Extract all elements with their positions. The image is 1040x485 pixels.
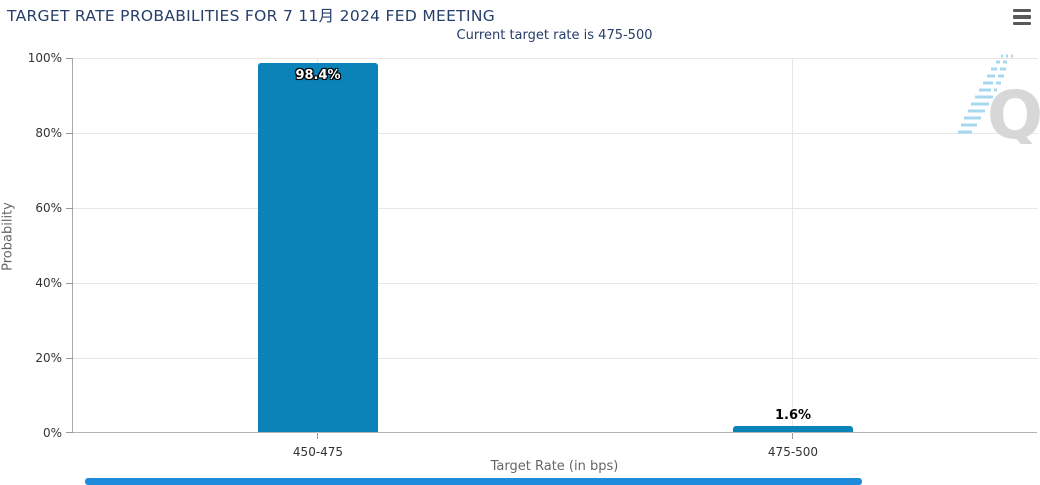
bar-value-label: 1.6% — [774, 408, 812, 423]
y-tick — [66, 283, 73, 284]
chart-subtitle: Current target rate is 475-500 — [456, 28, 653, 43]
x-axis-title: Target Rate (in bps) — [490, 459, 619, 474]
bar[interactable] — [733, 426, 853, 432]
y-axis-title: Probability — [0, 202, 16, 271]
plot-area: 98.4% 1.6% 450-475 475-500 — [66, 58, 1038, 459]
y-axis-tick-label: 100% — [27, 51, 62, 65]
gridline-horizontal — [73, 358, 1038, 359]
y-tick — [66, 133, 73, 134]
hamburger-menu-icon[interactable] — [1013, 9, 1031, 25]
bottom-scrollbar-thumb[interactable] — [85, 478, 862, 485]
hamburger-bar — [1013, 21, 1031, 25]
x-tick — [317, 433, 318, 439]
x-tick — [792, 433, 793, 439]
y-tick — [66, 58, 73, 59]
gridline-horizontal — [73, 283, 1038, 284]
bar[interactable] — [258, 63, 378, 432]
x-axis-category-label: 475-500 — [767, 445, 819, 459]
y-tick — [66, 208, 73, 209]
hamburger-bar — [1013, 15, 1031, 19]
y-axis-tick-label: 40% — [35, 276, 62, 290]
gridline-horizontal — [73, 133, 1038, 134]
gridline-vertical — [792, 58, 793, 433]
gridline-horizontal — [73, 58, 1038, 59]
y-axis-tick-label: 60% — [35, 201, 62, 215]
y-tick — [66, 358, 73, 359]
hamburger-bar — [1013, 9, 1031, 13]
x-axis-category-label: 450-475 — [292, 445, 344, 459]
y-axis-tick-label: 0% — [42, 426, 62, 440]
bar-value-label: 98.4% — [295, 68, 341, 83]
y-tick — [66, 432, 73, 433]
gridline-horizontal — [73, 208, 1038, 209]
y-axis-tick-label: 20% — [35, 351, 62, 365]
chart-title: TARGET RATE PROBABILITIES FOR 7 11月 2024… — [7, 7, 496, 25]
y-axis-tick-label: 80% — [35, 126, 62, 140]
